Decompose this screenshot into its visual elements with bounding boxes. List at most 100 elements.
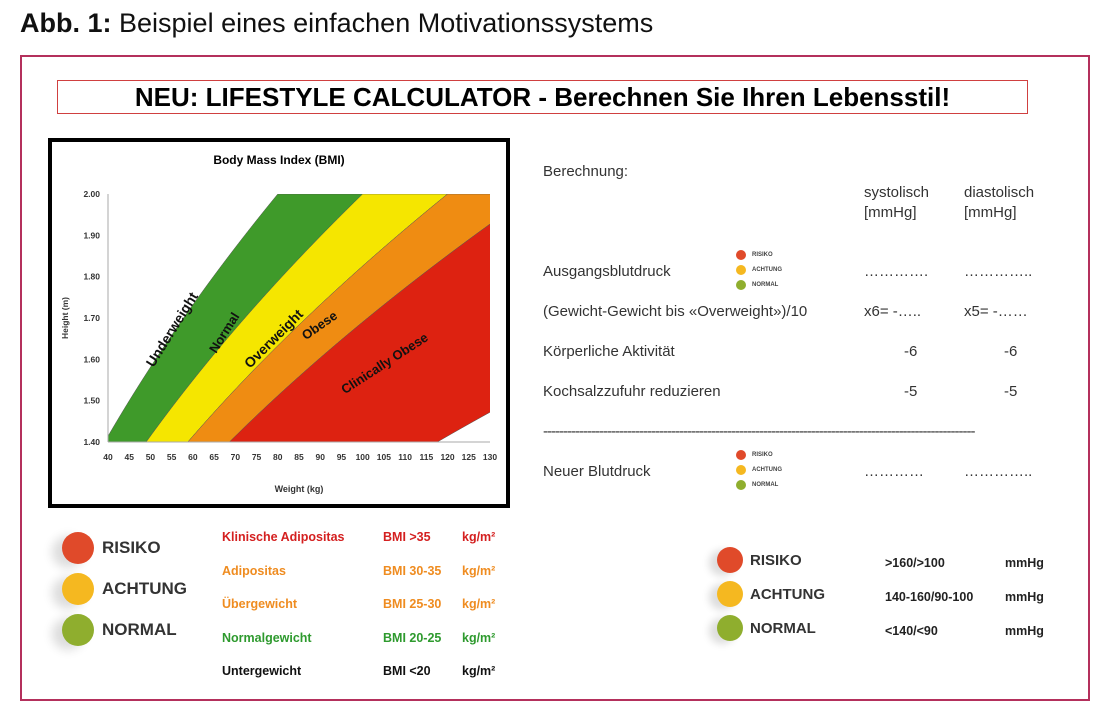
bp-unit: mmHg — [1005, 556, 1044, 570]
figure-frame — [20, 55, 1090, 701]
bmi-chart-box: 1.40 1.50 1.60 1.70 1.80 1.90 2.00 40 45 50 55 60 65… — [48, 138, 510, 508]
x-tick-label: 130 — [483, 452, 497, 462]
calc-row-systolic: …………. — [864, 263, 929, 280]
bmi-range: BMI 25-30 — [383, 597, 442, 611]
calc-row-label: Ausgangsblutdruck — [543, 263, 671, 280]
chart-title: Body Mass Index (BMI) — [213, 153, 344, 167]
y-tick-label: 1.90 — [83, 230, 100, 240]
bmi-category: Übergewicht — [222, 597, 298, 611]
mini-traffic-light-icon — [736, 280, 746, 290]
y-tick-label: 1.70 — [83, 313, 100, 323]
calc-row-diastolic: x5= -…… — [964, 303, 1028, 320]
bp-range: <140/<90 — [885, 624, 938, 638]
bmi-chart: 1.40 1.50 1.60 1.70 1.80 1.90 2.00 40 45 50 55 60 65… — [60, 153, 497, 494]
x-tick-label: 115 — [419, 452, 433, 462]
mini-traffic-light-icon — [736, 480, 746, 490]
bmi-range: BMI <20 — [383, 664, 431, 678]
mini-traffic-light-icon — [736, 250, 746, 260]
result-label: Neuer Blutdruck — [543, 463, 651, 480]
caption-text: Beispiel eines einfachen Motivationssyst… — [119, 8, 654, 38]
x-tick-label: 40 — [103, 452, 113, 462]
legend-label: RISIKO — [750, 552, 802, 569]
x-axis-label: Weight (kg) — [275, 484, 324, 494]
x-tick-label: 70 — [231, 452, 241, 462]
x-tick-label: 95 — [337, 452, 347, 462]
traffic-light-icon — [62, 532, 94, 564]
calc-row-label: Kochsalzzufuhr reduzieren — [543, 383, 721, 400]
legend-label: ACHTUNG — [102, 579, 187, 598]
legend-label: ACHTUNG — [750, 586, 825, 603]
mini-legend-label: ACHTUNG — [752, 467, 782, 473]
mini-traffic-light-icon — [736, 450, 746, 460]
calc-row-systolic: -5 — [904, 383, 918, 400]
col-unit: [mmHg] — [864, 204, 917, 221]
bp-unit: mmHg — [1005, 624, 1044, 638]
divider-line: ----------------------------------------… — [543, 423, 975, 440]
x-tick-label: 125 — [462, 452, 476, 462]
calc-row-diastolic: -5 — [1004, 383, 1018, 400]
y-tick-label: 2.00 — [83, 189, 100, 199]
bmi-unit: kg/m² — [462, 630, 496, 645]
y-tick-label: 1.50 — [83, 396, 100, 406]
traffic-light-icon — [717, 615, 743, 641]
x-tick-label: 110 — [398, 452, 412, 462]
band-clinically-obese — [229, 223, 490, 442]
mini-legend-label: NORMAL — [752, 282, 779, 288]
x-tick-label: 65 — [209, 452, 219, 462]
traffic-light-icon — [62, 573, 94, 605]
col-systolic-header: systolisch [mmHg] — [864, 183, 929, 223]
x-tick-label: 105 — [377, 452, 391, 462]
legend-label: NORMAL — [102, 620, 177, 639]
y-tick-label: 1.80 — [83, 272, 100, 282]
y-tick-label: 1.40 — [83, 437, 100, 447]
traffic-light-icon — [717, 581, 743, 607]
bp-unit: mmHg — [1005, 590, 1044, 604]
legend-label: NORMAL — [750, 620, 816, 637]
legend-label: RISIKO — [102, 538, 161, 557]
mini-traffic-light-icon — [736, 265, 746, 275]
x-tick-label: 90 — [315, 452, 325, 462]
bmi-category: Untergewicht — [222, 664, 302, 678]
x-tick-label: 50 — [146, 452, 156, 462]
col-unit: [mmHg] — [964, 204, 1017, 221]
mini-legend-label: RISIKO — [752, 252, 773, 258]
x-tick-label: 60 — [188, 452, 198, 462]
bmi-unit: kg/m² — [462, 664, 496, 678]
x-tick-label: 55 — [167, 452, 177, 462]
result-diastolic: ………….. — [964, 463, 1033, 480]
mini-legend-label: NORMAL — [752, 482, 779, 488]
calc-row-systolic: x6= -….. — [864, 303, 922, 320]
x-tick-label: 120 — [440, 452, 454, 462]
calc-row-label: (Gewicht-Gewicht bis «Overweight»)/10 — [543, 303, 808, 320]
calculator-title: NEU: LIFESTYLE CALCULATOR - Berechnen Si… — [57, 80, 1028, 114]
result-systolic: ………… — [864, 463, 924, 480]
calc-row-systolic: -6 — [904, 343, 918, 360]
bmi-unit: kg/m² — [462, 597, 496, 611]
mini-legend-label: RISIKO — [752, 452, 773, 458]
x-tick-label: 45 — [124, 452, 134, 462]
bmi-unit: kg/m² — [462, 563, 496, 578]
bmi-category: Adipositas — [222, 563, 286, 578]
traffic-light-icon — [717, 547, 743, 573]
bmi-category: Klinische Adipositas — [222, 530, 345, 544]
calc-row-diastolic: ………….. — [964, 263, 1033, 280]
figure-caption: Abb. 1: Beispiel eines einfachen Motivat… — [20, 8, 653, 39]
col-label: diastolisch — [964, 184, 1035, 201]
caption-label: Abb. 1: — [20, 8, 112, 38]
y-tick-label: 1.60 — [83, 354, 100, 364]
bp-range: 140-160/90-100 — [885, 590, 974, 604]
mini-legend-label: ACHTUNG — [752, 267, 782, 273]
bmi-unit: kg/m² — [462, 530, 496, 544]
traffic-light-icon — [62, 614, 94, 646]
bmi-category: Normalgewicht — [222, 630, 312, 645]
mini-traffic-light-icon — [736, 465, 746, 475]
bmi-range: BMI 20-25 — [383, 630, 442, 645]
calc-heading: Berechnung: — [543, 163, 629, 180]
y-axis-label: Height (m) — [60, 297, 70, 339]
bmi-range: BMI 30-35 — [383, 563, 442, 578]
x-tick-label: 100 — [356, 452, 370, 462]
calc-row-label: Körperliche Aktivität — [543, 343, 675, 360]
col-diastolic-header: diastolisch [mmHg] — [964, 183, 1034, 223]
calc-row-diastolic: -6 — [1004, 343, 1018, 360]
x-tick-label: 75 — [252, 452, 262, 462]
